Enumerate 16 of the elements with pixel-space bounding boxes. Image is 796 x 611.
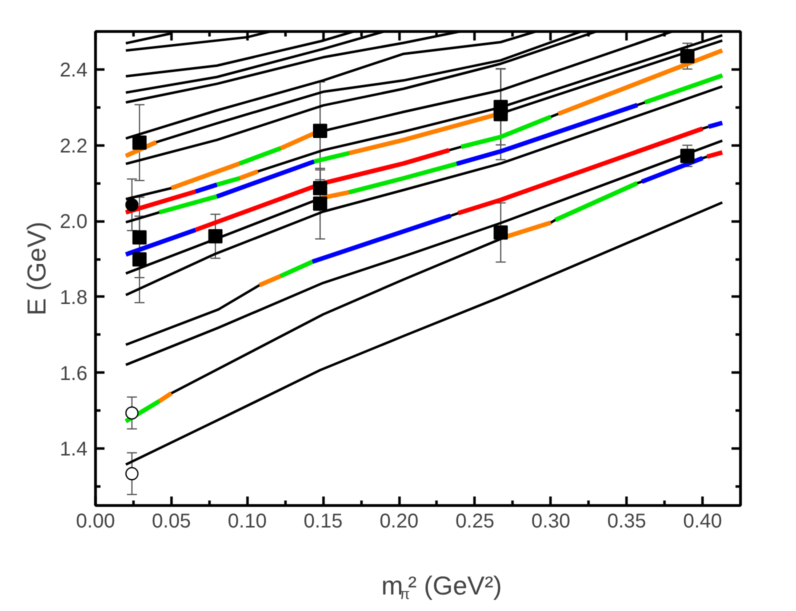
x-tick-label: 0.25: [455, 510, 494, 532]
y-axis-title: E (GeV): [22, 222, 52, 316]
x-tick-label: 0.10: [228, 510, 267, 532]
y-tick-label: 1.6: [60, 362, 88, 385]
x-tick-label: 0.15: [304, 510, 343, 532]
y-tick-label: 2.0: [60, 211, 88, 234]
y-tick-label: 1.4: [60, 438, 88, 461]
x-tick-label: 0.05: [152, 510, 191, 532]
x-tick-label: 0.35: [607, 510, 646, 532]
x-tick-label: 0.40: [683, 510, 722, 532]
y-tick-label: 2.4: [60, 59, 88, 82]
y-tick-label: 2.2: [60, 135, 88, 158]
x-tick-label: 0.20: [380, 510, 419, 532]
x-tick-label: 0.30: [531, 510, 570, 532]
x-tick-label: 0.00: [76, 510, 115, 532]
y-tick-label: 1.8: [60, 286, 88, 309]
